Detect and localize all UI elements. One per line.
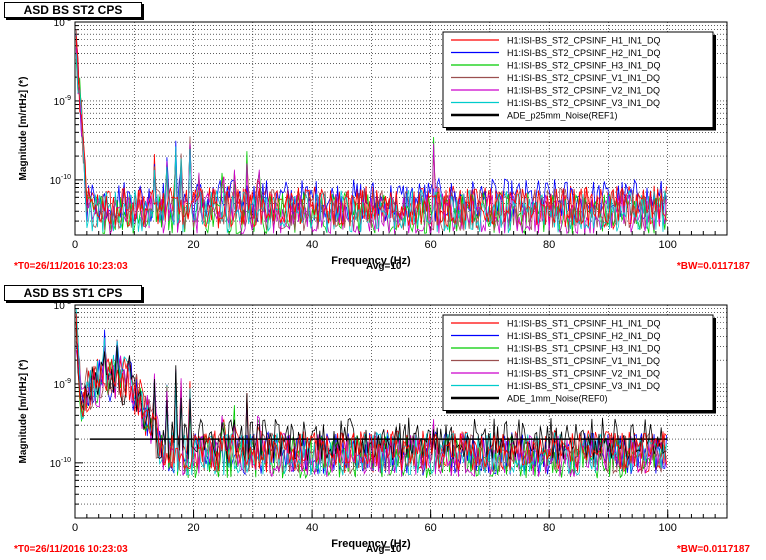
legend-entry: H1:ISI-BS_ST2_CPSINF_H2_IN1_DQ — [507, 48, 661, 58]
x-tick-label: 20 — [187, 522, 199, 534]
legend-entry: ADE_p25mm_Noise(REF1) — [507, 111, 618, 121]
legend-entry: H1:ISI-BS_ST1_CPSINF_H1_IN1_DQ — [507, 319, 661, 329]
bw-label: *BW=0.0117187 — [676, 261, 750, 272]
legend-entry: H1:ISI-BS_ST1_CPSINF_H3_IN1_DQ — [507, 344, 661, 354]
legend-entry: H1:ISI-BS_ST2_CPSINF_H1_IN1_DQ — [507, 36, 661, 46]
y-tick-label: 10-9 — [54, 378, 71, 391]
legend — [442, 31, 714, 128]
legend-entry: H1:ISI-BS_ST2_CPSINF_V3_IN1_DQ — [507, 98, 660, 108]
x-tick-label: 0 — [72, 239, 78, 251]
x-tick-label: 80 — [543, 522, 555, 534]
y-tick-label: 10-8 — [54, 299, 71, 312]
x-tick-label: 40 — [306, 239, 318, 251]
x-tick-label: 80 — [543, 239, 555, 251]
legend-entry: H1:ISI-BS_ST1_CPSINF_V2_IN1_DQ — [507, 369, 660, 379]
chart-svg-st2: 0 20 40 60 80 100 10-10 10-9 10-8 Frequency (Hz) M… — [18, 16, 728, 267]
legend — [442, 314, 714, 411]
legend-entry: H1:ISI-BS_ST2_CPSINF_V2_IN1_DQ — [507, 86, 660, 96]
y-axis-label: Magnitude [m/rtHz] (*) — [18, 360, 29, 464]
t0-label: *T0=26/11/2016 10:23:03 — [14, 544, 128, 555]
x-axis-label: Frequency (Hz) — [331, 255, 411, 267]
y-axis-label: Magnitude [m/rtHz] (*) — [18, 77, 29, 181]
legend-entry: H1:ISI-BS_ST2_CPSINF_V1_IN1_DQ — [507, 73, 660, 83]
chart-title: ASD BS ST1 CPS — [4, 285, 142, 301]
legend-entry: ADE_1mm_Noise(REF0) — [507, 394, 608, 404]
chart-panel-st2: 0 20 40 60 80 100 10-10 10-9 10-8 Frequency (Hz) M… — [0, 0, 766, 277]
x-tick-label: 20 — [187, 239, 199, 251]
x-tick-label: 60 — [425, 522, 437, 534]
t0-label: *T0=26/11/2016 10:23:03 — [14, 261, 128, 272]
x-tick-label: 60 — [425, 239, 437, 251]
series-line — [75, 36, 667, 228]
series-line — [75, 313, 667, 471]
x-tick-label: 100 — [659, 522, 677, 534]
series-line — [75, 53, 667, 234]
avg-label: Avg=10 — [366, 544, 402, 555]
bw-label: *BW=0.0117187 — [676, 544, 750, 555]
x-tick-label: 40 — [306, 522, 318, 534]
y-tick-label: 10-10 — [50, 174, 71, 187]
x-tick-label: 0 — [72, 522, 78, 534]
y-tick-label: 10-9 — [54, 95, 71, 108]
chart-title: ASD BS ST2 CPS — [4, 2, 142, 18]
chart-panel-st1: 0 20 40 60 80 100 10-10 10-9 10-8 Frequency (Hz) M… — [0, 283, 766, 560]
chart-svg-st1: 0 20 40 60 80 100 10-10 10-9 10-8 Frequency (Hz) M… — [18, 299, 728, 550]
y-tick-label: 10-10 — [50, 457, 71, 470]
legend-entry: H1:ISI-BS_ST1_CPSINF_H2_IN1_DQ — [507, 331, 661, 341]
x-tick-label: 100 — [659, 239, 677, 251]
y-tick-label: 10-8 — [54, 16, 71, 29]
legend-entry: H1:ISI-BS_ST1_CPSINF_V1_IN1_DQ — [507, 356, 660, 366]
x-axis-label: Frequency (Hz) — [331, 538, 411, 550]
series-line — [75, 322, 667, 462]
legend-entry: H1:ISI-BS_ST2_CPSINF_H3_IN1_DQ — [507, 61, 661, 71]
legend-entry: H1:ISI-BS_ST1_CPSINF_V3_IN1_DQ — [507, 381, 660, 391]
avg-label: Avg=10 — [366, 261, 402, 272]
